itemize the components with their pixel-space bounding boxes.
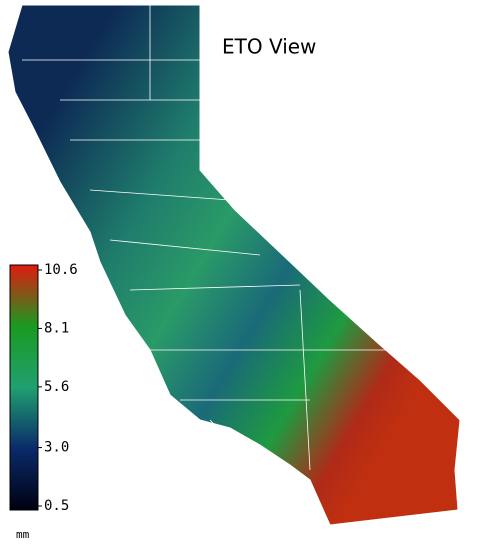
ramp-tick-label: 3.0 [44,440,69,456]
color-ramp [9,264,39,511]
state-shape [7,4,461,526]
county-lines [22,5,390,471]
ramp-tick-label: 10.6 [44,262,78,278]
ramp-tick-label: 8.1 [44,320,69,336]
ramp-tick-label: 0.5 [44,498,69,514]
map-title: ETO View [222,35,316,59]
unit-label: mm [16,528,30,541]
ramp-tick-label: 5.6 [44,379,69,395]
ramp-ticks: 10.6 8.1 5.6 3.0 0.5 [38,262,78,514]
